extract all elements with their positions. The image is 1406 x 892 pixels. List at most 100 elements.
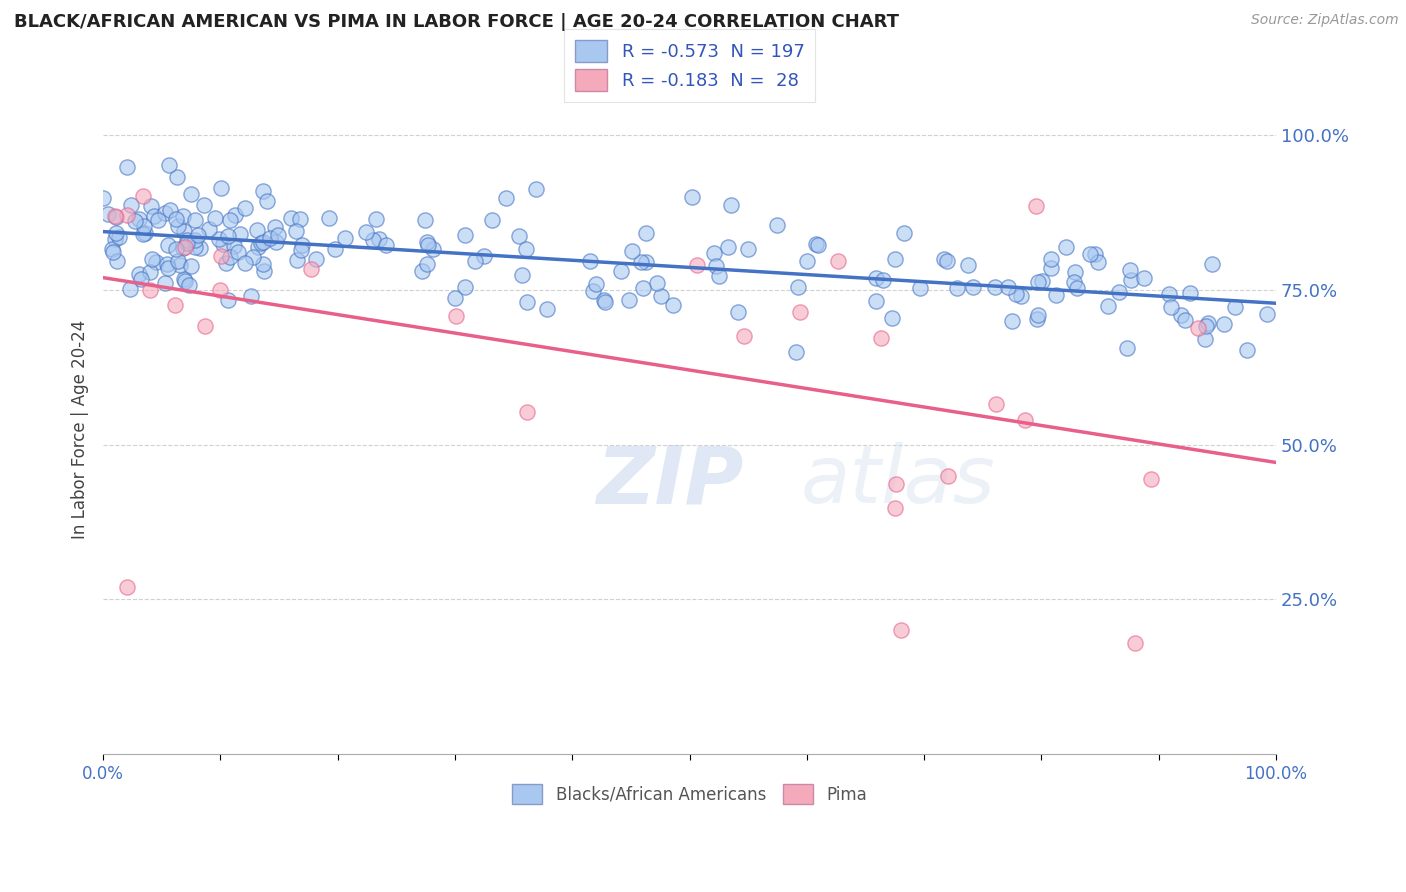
Point bbox=[208, 232, 231, 246]
Point bbox=[363, 233, 385, 247]
Point bbox=[617, 293, 640, 307]
Point bbox=[157, 260, 180, 275]
Point bbox=[962, 280, 984, 294]
Point bbox=[508, 229, 530, 244]
Point bbox=[209, 249, 232, 263]
Point bbox=[176, 233, 198, 247]
Point bbox=[252, 235, 274, 249]
Point bbox=[1014, 413, 1036, 427]
Point bbox=[211, 237, 233, 252]
Point bbox=[129, 272, 152, 286]
Point bbox=[1197, 316, 1219, 330]
Point bbox=[157, 158, 180, 172]
Point bbox=[176, 235, 198, 250]
Point bbox=[247, 240, 270, 254]
Point bbox=[593, 295, 616, 310]
Point bbox=[194, 319, 217, 334]
Point bbox=[526, 182, 548, 196]
Point bbox=[650, 288, 672, 302]
Point bbox=[472, 249, 495, 263]
Point bbox=[411, 264, 433, 278]
Point bbox=[413, 213, 436, 227]
Point bbox=[984, 397, 1007, 411]
Point bbox=[1132, 271, 1154, 285]
Point bbox=[115, 208, 138, 222]
Point bbox=[946, 280, 969, 294]
Point bbox=[444, 309, 467, 323]
Point bbox=[209, 283, 232, 297]
Point bbox=[593, 293, 616, 308]
Point bbox=[890, 624, 912, 638]
Point bbox=[515, 242, 537, 256]
Y-axis label: In Labor Force | Age 20-24: In Labor Force | Age 20-24 bbox=[72, 319, 89, 539]
Point bbox=[717, 240, 740, 254]
Point bbox=[1212, 317, 1234, 331]
Point bbox=[217, 228, 239, 243]
Point bbox=[1223, 301, 1246, 315]
Point bbox=[1039, 261, 1062, 276]
Point bbox=[1121, 272, 1143, 286]
Point bbox=[193, 198, 215, 212]
Point bbox=[229, 227, 252, 241]
Point bbox=[375, 238, 398, 252]
Point bbox=[766, 218, 789, 232]
Point bbox=[630, 255, 652, 269]
Point bbox=[253, 263, 276, 277]
Point bbox=[165, 212, 187, 227]
Point bbox=[115, 160, 138, 174]
Point bbox=[704, 260, 727, 274]
Point bbox=[105, 254, 128, 268]
Point bbox=[733, 328, 755, 343]
Point bbox=[159, 202, 181, 217]
Point bbox=[727, 304, 749, 318]
Point bbox=[880, 310, 903, 325]
Point bbox=[104, 226, 127, 240]
Point bbox=[252, 257, 274, 271]
Text: BLACK/AFRICAN AMERICAN VS PIMA IN LABOR FORCE | AGE 20-24 CORRELATION CHART: BLACK/AFRICAN AMERICAN VS PIMA IN LABOR … bbox=[14, 13, 898, 31]
Point bbox=[935, 254, 957, 268]
Point bbox=[1108, 285, 1130, 300]
Point bbox=[179, 278, 201, 293]
Point bbox=[1026, 308, 1049, 322]
Point bbox=[636, 255, 658, 269]
Point bbox=[165, 242, 187, 256]
Point bbox=[720, 198, 742, 212]
Point bbox=[870, 331, 893, 345]
Point bbox=[228, 244, 250, 259]
Point bbox=[495, 191, 517, 205]
Point bbox=[145, 255, 167, 269]
Point bbox=[510, 268, 533, 282]
Point bbox=[481, 213, 503, 227]
Point bbox=[681, 190, 703, 204]
Point bbox=[267, 227, 290, 242]
Point bbox=[516, 405, 538, 419]
Point bbox=[1039, 252, 1062, 266]
Point bbox=[197, 222, 219, 236]
Point bbox=[454, 227, 477, 242]
Point bbox=[1031, 274, 1053, 288]
Point bbox=[139, 283, 162, 297]
Point bbox=[865, 271, 887, 285]
Point bbox=[128, 267, 150, 281]
Point bbox=[1187, 321, 1209, 335]
Point bbox=[180, 187, 202, 202]
Point bbox=[291, 238, 314, 252]
Point bbox=[464, 254, 486, 268]
Point bbox=[157, 238, 180, 252]
Point bbox=[131, 227, 153, 242]
Point bbox=[155, 277, 177, 291]
Point bbox=[807, 238, 830, 252]
Point bbox=[1063, 275, 1085, 289]
Point bbox=[233, 256, 256, 270]
Point bbox=[141, 252, 163, 267]
Point bbox=[354, 225, 377, 239]
Point bbox=[209, 181, 232, 195]
Point bbox=[214, 256, 236, 270]
Point bbox=[173, 224, 195, 238]
Point bbox=[184, 234, 207, 248]
Point bbox=[104, 232, 127, 246]
Point bbox=[827, 254, 849, 268]
Point bbox=[1066, 281, 1088, 295]
Point bbox=[155, 205, 177, 219]
Point bbox=[804, 237, 827, 252]
